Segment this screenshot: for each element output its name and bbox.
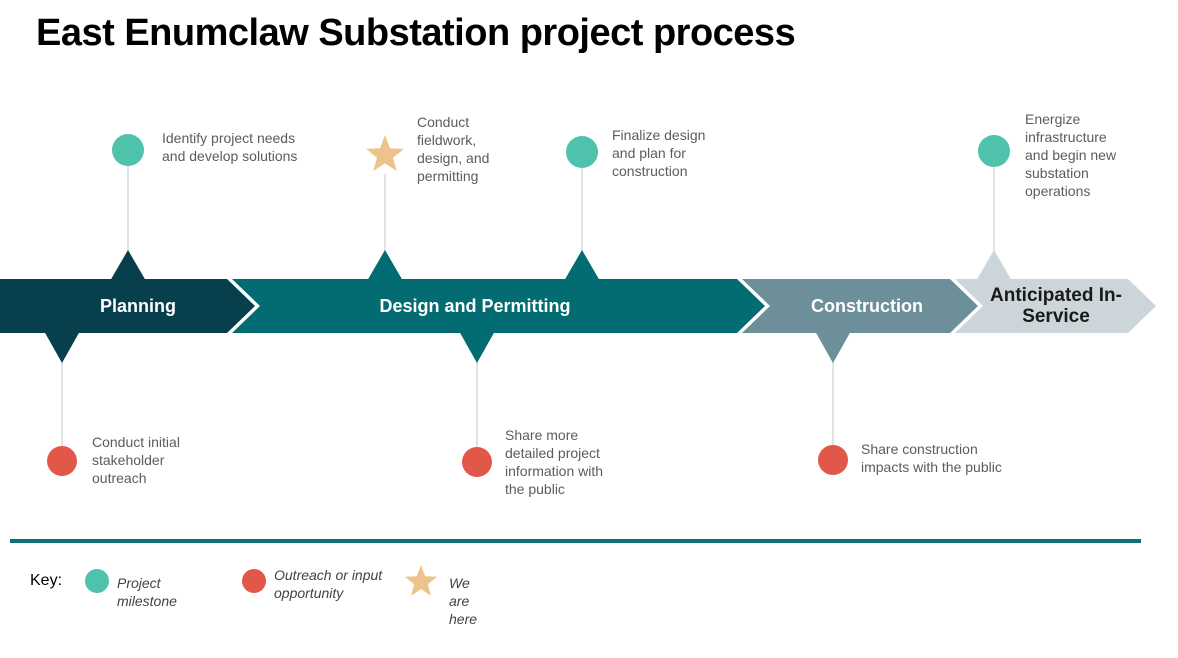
outreach-dot-icon xyxy=(818,445,848,475)
milestone-note: Conduct fieldwork, design, and permittin… xyxy=(417,114,490,184)
milestone-note: Conduct initial stakeholder outreach xyxy=(92,434,180,486)
outreach-dot-icon xyxy=(242,569,266,593)
marker-triangle-up-design xyxy=(367,250,403,281)
marker-triangle-up-design2 xyxy=(564,250,600,281)
milestone-note: Identify project needs and develop solut… xyxy=(162,130,298,164)
milestone-note: Share construction impacts with the publ… xyxy=(861,441,1002,475)
legend-item-label: We are here xyxy=(449,575,478,627)
marker-triangle-down-planning xyxy=(44,331,80,363)
milestone-note: Energize infrastructure and begin new su… xyxy=(1025,111,1117,199)
milestone-dot-icon xyxy=(566,136,598,168)
phase-label-design-permitting: Design and Permitting xyxy=(379,295,571,316)
marker-triangle-up-anticipated xyxy=(976,250,1012,281)
marker-triangle-down-design xyxy=(459,331,495,363)
milestone-dot-icon xyxy=(85,569,109,593)
key-label: Key: xyxy=(30,572,63,589)
divider-line xyxy=(10,539,1141,543)
phase-arrow-design-permitting xyxy=(232,279,765,333)
we-are-here-star-icon xyxy=(365,135,405,172)
milestone-dot-icon xyxy=(112,134,144,166)
connector-lines xyxy=(61,166,995,448)
phase-label-construction: Construction xyxy=(811,295,923,316)
milestone-dot-icon xyxy=(978,135,1010,167)
we-are-here-star-icon xyxy=(404,565,438,596)
marker-triangle-up-planning xyxy=(110,250,146,281)
marker-triangle-down-construction xyxy=(815,331,851,363)
outreach-dot-icon xyxy=(47,446,77,476)
legend-item-label: Project milestone xyxy=(117,575,177,609)
legend-item-label: Outreach or input opportunity xyxy=(274,567,383,601)
phase-arrow-planning xyxy=(0,279,255,333)
outreach-dot-icon xyxy=(462,447,492,477)
milestone-note: Share more detailed project information … xyxy=(505,427,604,497)
milestone-note: Finalize design and plan for constructio… xyxy=(612,127,706,179)
phase-arrow-construction xyxy=(742,279,978,333)
phase-label-anticipated-in-service: Anticipated In-Service xyxy=(990,285,1122,327)
phase-arrow-anticipated-in-service xyxy=(955,279,1156,333)
page-title: East Enumclaw Substation project process xyxy=(36,12,796,54)
phase-label-planning: Planning xyxy=(100,295,176,316)
